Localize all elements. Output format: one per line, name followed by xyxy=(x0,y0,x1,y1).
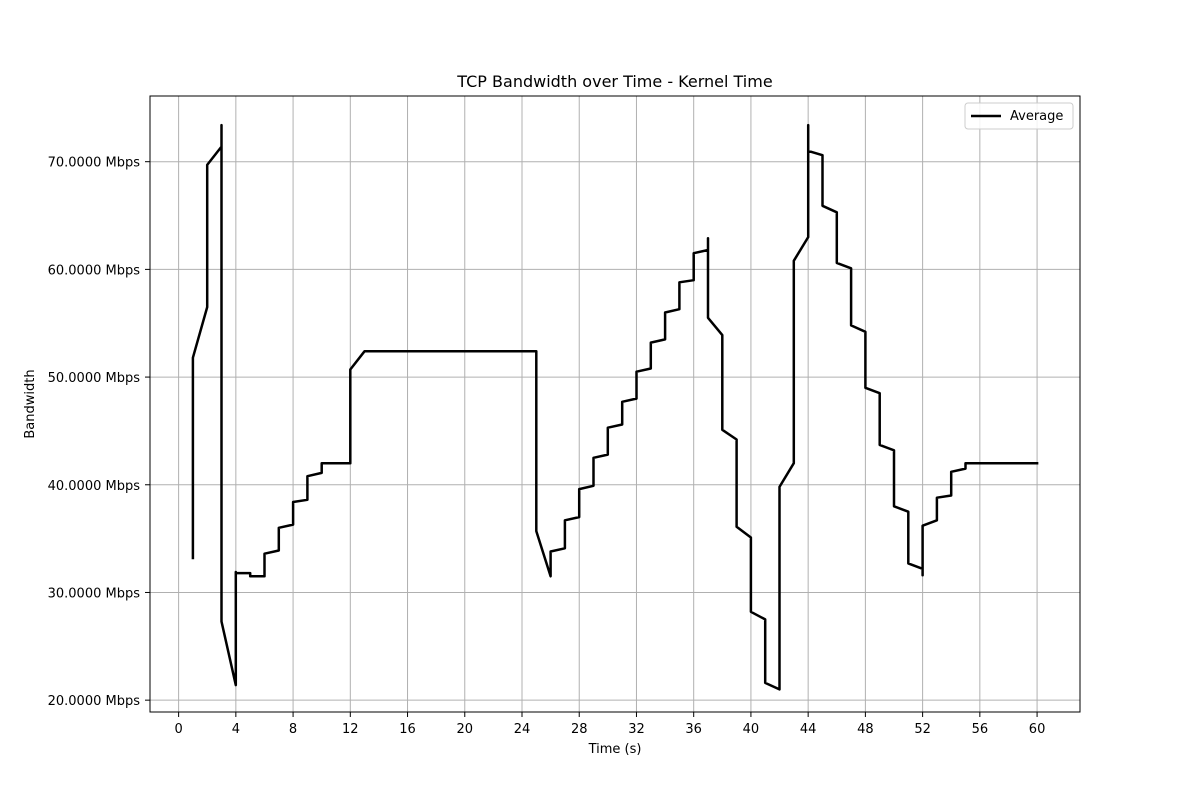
y-tick-label: 60.0000 Mbps xyxy=(48,263,141,278)
x-tick-label: 40 xyxy=(743,722,760,737)
x-tick-label: 8 xyxy=(289,722,297,737)
y-tick-label: 70.0000 Mbps xyxy=(48,156,141,171)
x-tick-label: 56 xyxy=(972,722,989,737)
legend-label: Average xyxy=(1010,109,1063,124)
y-axis-label: Bandwidth xyxy=(23,369,38,438)
y-tick-label: 30.0000 Mbps xyxy=(48,586,141,601)
plot-frame xyxy=(149,95,1081,713)
x-tick-label: 32 xyxy=(628,722,645,737)
y-tick-label: 20.0000 Mbps xyxy=(48,694,141,709)
x-tick-label: 24 xyxy=(514,722,531,737)
x-axis-ticks: 0 4 8 12 16 20 24 28 32 36 40 44 48 52 56 60 xyxy=(174,712,1045,737)
x-axis-label: Time (s) xyxy=(588,742,642,757)
x-tick-label: 12 xyxy=(342,722,359,737)
chart-title: TCP Bandwidth over Time - Kernel Time xyxy=(456,72,772,91)
y-tick-label: 40.0000 Mbps xyxy=(48,479,141,494)
x-tick-label: 48 xyxy=(857,722,874,737)
legend: Average xyxy=(964,102,1074,130)
x-tick-label: 28 xyxy=(571,722,588,737)
x-tick-label: 0 xyxy=(174,722,182,737)
x-tick-label: 36 xyxy=(685,722,702,737)
series-layer xyxy=(191,123,1039,691)
x-tick-label: 60 xyxy=(1029,722,1046,737)
x-tick-label: 44 xyxy=(800,722,817,737)
x-tick-label: 52 xyxy=(914,722,931,737)
y-tick-label: 50.0000 Mbps xyxy=(48,371,141,386)
x-tick-label: 4 xyxy=(232,722,240,737)
legend-box xyxy=(964,102,1074,130)
series-line-average xyxy=(191,123,1039,691)
x-tick-label: 20 xyxy=(456,722,473,737)
y-axis-ticks: 20.0000 Mbps 30.0000 Mbps 40.0000 Mbps 50.0… xyxy=(48,156,150,709)
x-tick-label: 16 xyxy=(399,722,416,737)
